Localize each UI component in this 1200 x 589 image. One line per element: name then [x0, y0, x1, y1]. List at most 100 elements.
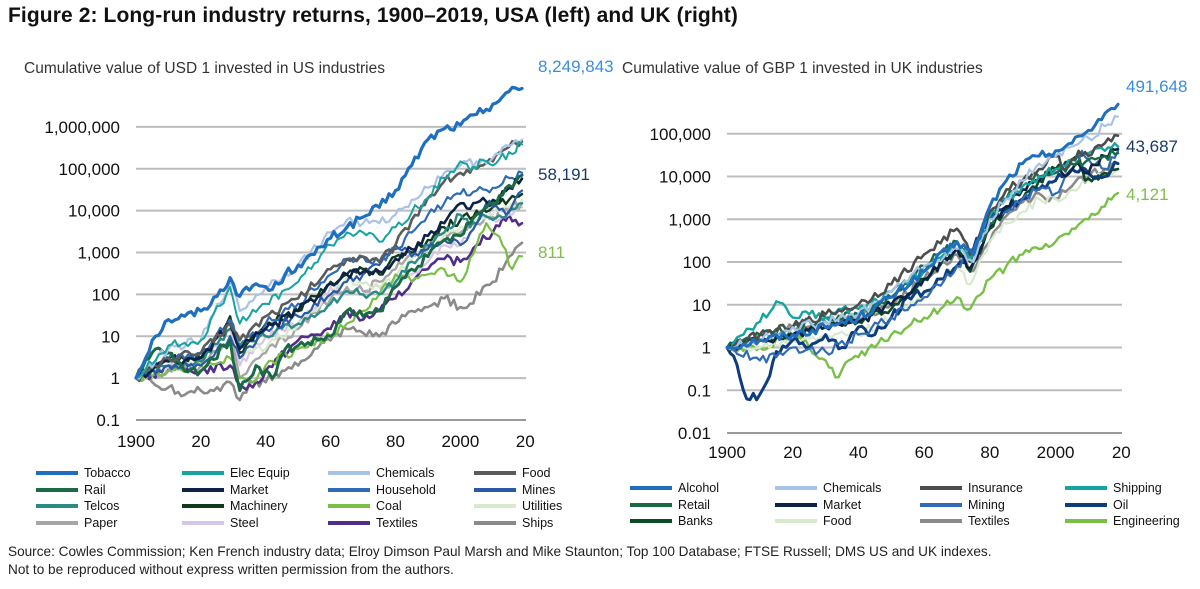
y-tick-label: 1,000 — [668, 210, 711, 229]
legend-label: Engineering — [1113, 514, 1180, 529]
x-tick-label: 2000 — [1037, 443, 1075, 462]
legend-swatch — [36, 520, 78, 525]
legend-item: Engineering — [1065, 513, 1200, 530]
uk-chart-title: Cumulative value of GBP 1 invested in UK… — [622, 60, 983, 77]
us-chart: 0.1 1 10 100 1,000 10,000 100,000 1,000,000 1900… — [44, 57, 613, 451]
legend-swatch — [182, 520, 224, 525]
y-tick-label: 100 — [683, 253, 711, 272]
legend-item: Machinery — [182, 498, 328, 515]
series-line-elec-equip — [135, 140, 523, 380]
legend-label: Ships — [522, 515, 554, 530]
legend-item: Ships — [474, 515, 620, 532]
legend-item: Food — [474, 465, 620, 482]
legend-label: Machinery — [230, 499, 288, 514]
series-line-oil — [725, 160, 1120, 402]
legend-swatch — [328, 471, 370, 476]
x-tick-label: 20 — [516, 432, 535, 451]
series-line-shipping — [725, 142, 1120, 351]
legend-label: Household — [376, 482, 436, 497]
x-tick-label: 20 — [191, 432, 210, 451]
x-tick-label: 1900 — [708, 443, 746, 462]
legend-swatch — [36, 504, 78, 509]
legend-swatch — [775, 486, 817, 491]
x-tick-label: 2000 — [441, 432, 479, 451]
legend-swatch — [474, 487, 516, 492]
legend-item: Chemicals — [328, 465, 474, 482]
legend-item: Market — [775, 497, 920, 514]
us-chart-title: Cumulative value of USD 1 invested in US… — [24, 60, 385, 77]
legend-item: Coal — [328, 498, 474, 515]
legend-label: Chemicals — [823, 481, 882, 496]
series-line-telcos — [134, 202, 524, 380]
legend-item: Steel — [182, 515, 328, 532]
legend-swatch — [1065, 519, 1107, 524]
y-tick-label: 100,000 — [650, 125, 711, 144]
legend-label: Insurance — [968, 481, 1023, 496]
y-tick-label: 1 — [111, 369, 120, 388]
legend-label: Mines — [522, 482, 556, 497]
legend-swatch — [630, 486, 672, 491]
legend-item: Utilities — [474, 498, 620, 515]
legend-label: Rail — [84, 482, 106, 497]
legend-label: Utilities — [522, 499, 563, 514]
x-tick-label: 80 — [386, 432, 405, 451]
end-value-label: 8,249,843 — [538, 57, 614, 76]
legend-label: Textiles — [376, 515, 418, 530]
legend-label: Shipping — [1113, 481, 1162, 496]
x-tick-label: 20 — [783, 443, 802, 462]
source-note: Source: Cowles Commission; Ken French in… — [8, 543, 1198, 579]
series-line-market — [134, 177, 524, 380]
legend-swatch — [1065, 486, 1107, 491]
series-line-mines — [134, 189, 524, 380]
legend-item: Oil — [1065, 497, 1200, 514]
legend-swatch — [920, 519, 962, 524]
legend-swatch — [36, 487, 78, 492]
legend-item: Household — [328, 482, 474, 499]
legend-label: Steel — [230, 515, 259, 530]
y-tick-label: 10 — [692, 296, 711, 315]
x-tick-label: 40 — [849, 443, 868, 462]
legend-label: Elec Equip — [230, 466, 290, 481]
legend-item: Textiles — [328, 515, 474, 532]
legend-label: Chemicals — [376, 466, 435, 481]
legend-label: Food — [522, 466, 551, 481]
source-line: Source: Cowles Commission; Ken French in… — [8, 544, 992, 559]
end-value-label: 4,121 — [1126, 185, 1169, 204]
legend-swatch — [328, 487, 370, 492]
figure-title: Figure 2: Long-run industry returns, 190… — [8, 4, 738, 27]
us-legend: Tobacco Elec Equip Chemicals Food Rail Market… — [36, 465, 620, 531]
legend-label: Tobacco — [84, 466, 131, 481]
y-tick-label: 0.01 — [678, 424, 711, 443]
legend-item: Mining — [920, 497, 1065, 514]
y-tick-label: 0.1 — [96, 411, 120, 430]
legend-label: Food — [823, 514, 852, 529]
series-line-ships — [134, 241, 524, 402]
y-tick-label: 10 — [101, 327, 120, 346]
legend-swatch — [1065, 502, 1107, 507]
legend-swatch — [474, 520, 516, 525]
y-tick-label: 10,000 — [659, 168, 711, 187]
x-tick-label: 60 — [321, 432, 340, 451]
legend-label: Mining — [968, 497, 1005, 512]
y-tick-label: 100,000 — [59, 160, 120, 179]
legend-item: Chemicals — [775, 480, 920, 497]
y-tick-label: 1,000 — [77, 244, 120, 263]
legend-swatch — [328, 504, 370, 509]
legend-item: Telcos — [36, 498, 182, 515]
legend-item: Retail — [630, 497, 775, 514]
end-value-label: 43,687 — [1126, 137, 1178, 156]
legend-swatch — [775, 502, 817, 507]
legend-item: Rail — [36, 482, 182, 499]
legend-label: Retail — [678, 497, 710, 512]
legend-swatch — [36, 471, 78, 476]
y-tick-label: 1,000,000 — [44, 118, 120, 137]
legend-label: Banks — [678, 514, 713, 529]
legend-label: Textiles — [968, 514, 1010, 529]
legend-item: Elec Equip — [182, 465, 328, 482]
legend-item: Mines — [474, 482, 620, 499]
legend-swatch — [182, 504, 224, 509]
x-tick-label: 40 — [256, 432, 275, 451]
legend-label: Telcos — [84, 499, 120, 514]
end-value-label: 58,191 — [538, 165, 590, 184]
uk-chart: 0.01 0.1 1 10 100 1,000 10,000 100,000 1900 20 40 6… — [650, 77, 1188, 462]
